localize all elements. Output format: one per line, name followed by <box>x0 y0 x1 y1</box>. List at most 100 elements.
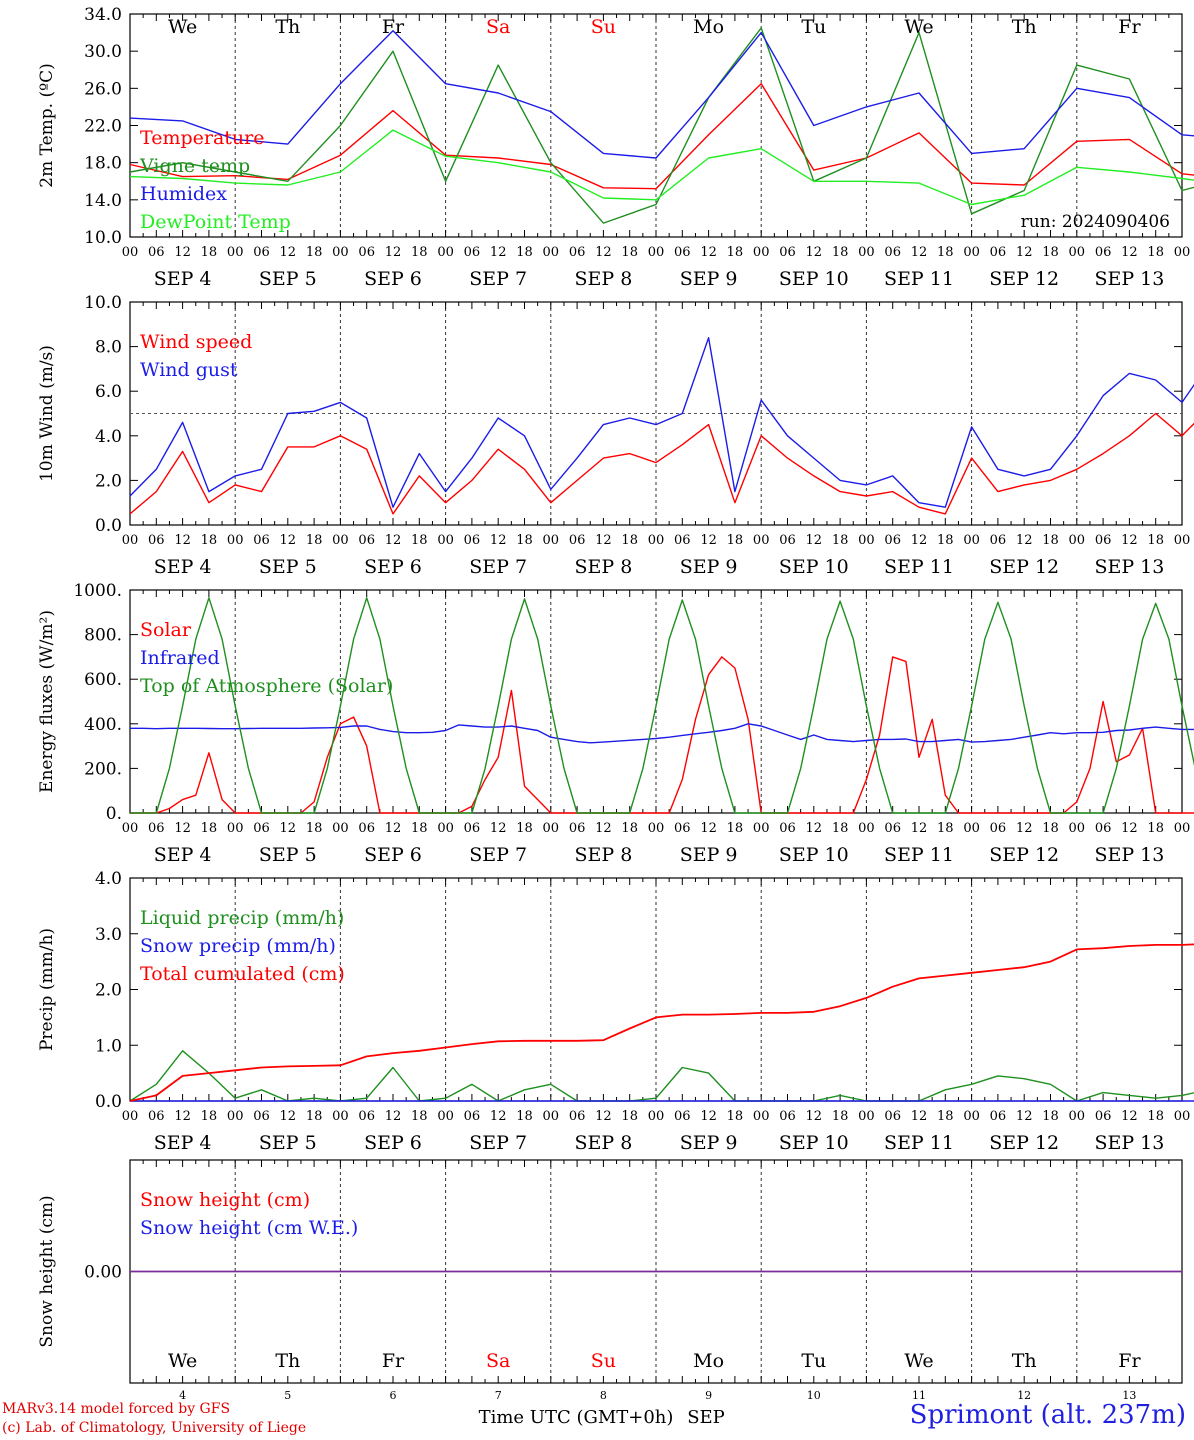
temp-legend-entry: Vigne temp <box>139 155 250 177</box>
wind-legend-entry: Wind speed <box>140 331 252 353</box>
precip-y-tick-label: 2.0 <box>95 981 122 1001</box>
temp-hour-label: 12 <box>385 245 402 260</box>
energy-hour-label: 18 <box>1147 821 1164 836</box>
temp-date-label: SEP 8 <box>574 268 632 290</box>
wind-y-tick-label: 8.0 <box>95 338 122 358</box>
wind-hour-label: 18 <box>516 533 533 548</box>
precip-hour-label: 12 <box>595 1109 612 1124</box>
wind-hour-label: 06 <box>148 533 165 548</box>
precip-hour-label: 00 <box>437 1109 454 1124</box>
temp-hour-label: 18 <box>1042 245 1059 260</box>
temp-hour-label: 00 <box>227 245 244 260</box>
precip-date-label: SEP 11 <box>884 1132 954 1154</box>
energy-hour-label: 12 <box>490 821 507 836</box>
energy-hour-label: 18 <box>516 821 533 836</box>
snow-date-number: 12 <box>1017 1389 1031 1402</box>
precip-hour-label: 06 <box>464 1109 481 1124</box>
precip-hour-label: 18 <box>306 1109 323 1124</box>
energy-date-label: SEP 5 <box>259 844 317 866</box>
temp-hour-label: 18 <box>411 245 428 260</box>
station-name: Sprimont (alt. 237m) <box>909 1400 1186 1430</box>
snow-y-axis-label: Snow height (cm) <box>37 1195 57 1347</box>
temp-hour-label: 00 <box>122 245 139 260</box>
wind-hour-label: 06 <box>569 533 586 548</box>
precip-hour-label: 00 <box>332 1109 349 1124</box>
snow-date-number: 9 <box>705 1389 712 1402</box>
energy-hour-label: 12 <box>385 821 402 836</box>
energy-hour-label: 18 <box>201 821 218 836</box>
temp-day-name: Th <box>1012 16 1037 38</box>
temp-hour-label: 18 <box>621 245 638 260</box>
precip-date-label: SEP 10 <box>779 1132 849 1154</box>
temp-hour-label: 00 <box>648 245 665 260</box>
run-label: run: 2024090406 <box>1021 212 1170 232</box>
wind-hour-label: 00 <box>648 533 665 548</box>
precip-hour-label: 18 <box>727 1109 744 1124</box>
wind-hour-label: 00 <box>437 533 454 548</box>
temp-hour-label: 00 <box>858 245 875 260</box>
wind-legend-entry: Wind gust <box>140 359 238 381</box>
precip-y-axis-label: Precip (mm/h) <box>37 928 57 1051</box>
temp-hour-label: 12 <box>280 245 297 260</box>
precip-hour-label: 06 <box>674 1109 691 1124</box>
precip-hour-label: 18 <box>201 1109 218 1124</box>
temp-hour-label: 12 <box>911 245 928 260</box>
energy-hour-label: 06 <box>358 821 375 836</box>
temp-date-label: SEP 12 <box>989 268 1059 290</box>
snow-date-number: 8 <box>600 1389 607 1402</box>
energy-date-label: SEP 13 <box>1094 844 1164 866</box>
temp-date-label: SEP 5 <box>259 268 317 290</box>
wind-hour-label: 18 <box>832 533 849 548</box>
precip-legend-entry: Snow precip (mm/h) <box>140 935 336 957</box>
temp-hour-label: 18 <box>516 245 533 260</box>
precip-date-label: SEP 5 <box>259 1132 317 1154</box>
temp-hour-label: 18 <box>201 245 218 260</box>
precip-hour-label: 12 <box>174 1109 191 1124</box>
wind-hour-label: 12 <box>174 533 191 548</box>
temp-y-tick-label: 22.0 <box>84 117 122 137</box>
temp-date-label: SEP 7 <box>469 268 527 290</box>
temp-hour-label: 12 <box>1016 245 1033 260</box>
energy-date-label: SEP 8 <box>574 844 632 866</box>
wind-hour-label: 12 <box>700 533 717 548</box>
wind-hour-label: 12 <box>806 533 823 548</box>
snow-day-name: Su <box>591 1350 616 1372</box>
energy-hour-label: 06 <box>464 821 481 836</box>
precip-hour-label: 18 <box>411 1109 428 1124</box>
temp-hour-label: 06 <box>779 245 796 260</box>
temp-hour-label: 12 <box>700 245 717 260</box>
wind-hour-label: 00 <box>227 533 244 548</box>
precip-hour-label: 18 <box>516 1109 533 1124</box>
temp-date-label: SEP 10 <box>779 268 849 290</box>
precip-hour-label: 18 <box>621 1109 638 1124</box>
precip-hour-label: 00 <box>858 1109 875 1124</box>
wind-hour-label: 12 <box>490 533 507 548</box>
temp-hour-label: 00 <box>1069 245 1086 260</box>
energy-hour-label: 12 <box>1016 821 1033 836</box>
temp-legend-entry: Humidex <box>140 183 227 205</box>
energy-hour-label: 06 <box>990 821 1007 836</box>
wind-hour-label: 18 <box>937 533 954 548</box>
snow-legend-entry: Snow height (cm W.E.) <box>140 1217 358 1239</box>
precip-y-tick-label: 4.0 <box>95 869 122 889</box>
temp-hour-label: 18 <box>306 245 323 260</box>
snow-day-name: Sa <box>486 1350 510 1372</box>
temp-day-name: Fr <box>382 16 405 38</box>
wind-hour-label: 18 <box>201 533 218 548</box>
energy-date-label: SEP 12 <box>989 844 1059 866</box>
energy-series-line <box>130 597 1194 814</box>
wind-hour-label: 18 <box>727 533 744 548</box>
precip-hour-label: 06 <box>990 1109 1007 1124</box>
energy-hour-label: 06 <box>674 821 691 836</box>
temp-hour-label: 12 <box>1121 245 1138 260</box>
precip-legend-entry: Total cumulated (cm) <box>140 963 345 985</box>
energy-date-label: SEP 4 <box>154 844 212 866</box>
energy-hour-label: 00 <box>437 821 454 836</box>
temp-series-line <box>129 129 1194 206</box>
precip-hour-label: 06 <box>148 1109 165 1124</box>
wind-hour-label: 00 <box>858 533 875 548</box>
temp-hour-label: 12 <box>806 245 823 260</box>
snow-date-number: 5 <box>284 1389 291 1402</box>
energy-hour-label: 00 <box>753 821 770 836</box>
energy-date-label: SEP 7 <box>469 844 527 866</box>
